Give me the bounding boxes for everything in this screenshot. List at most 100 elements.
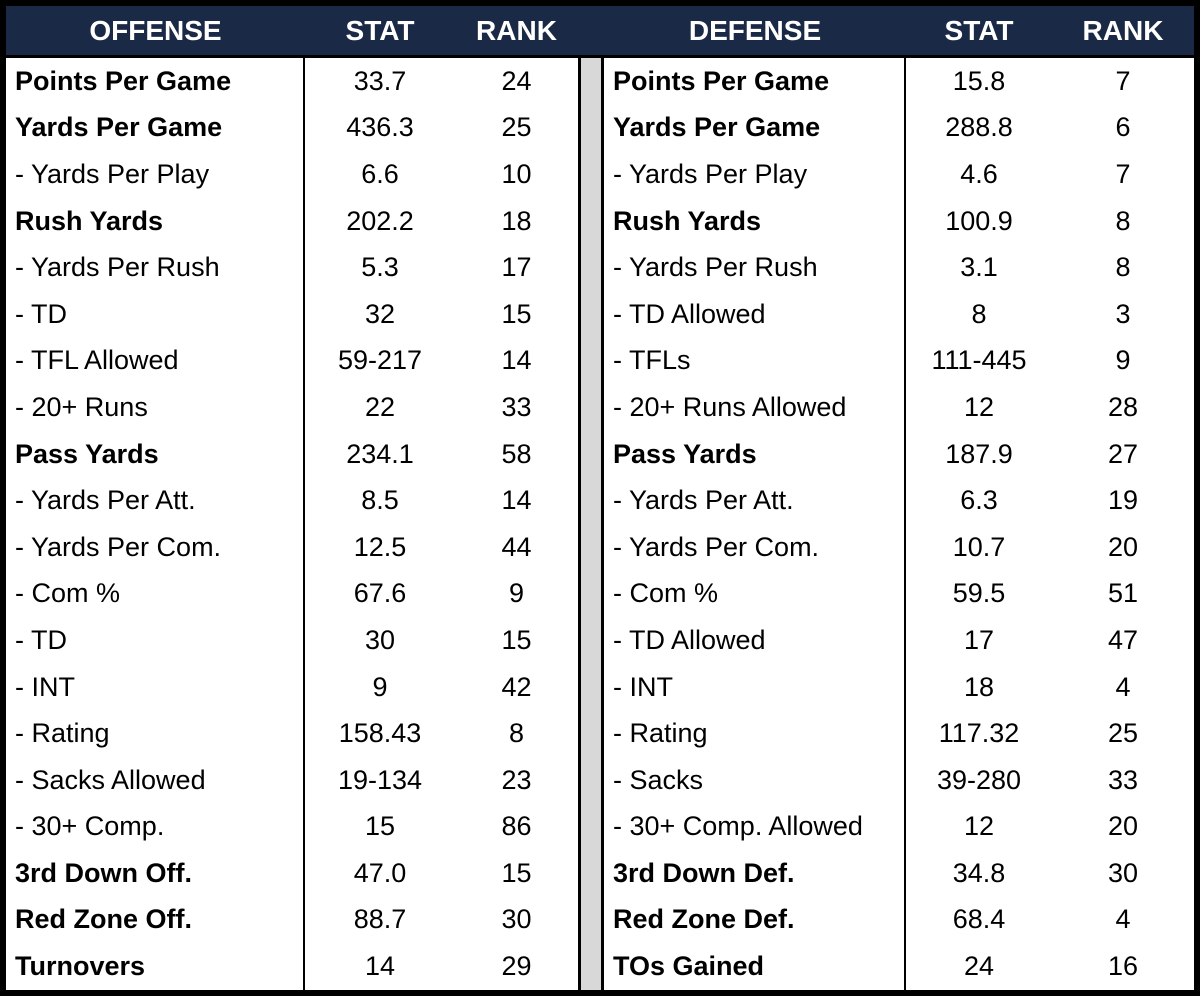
rank-value: 33 (501, 391, 532, 422)
stat-label: - TD (6, 290, 305, 338)
rank-value: 7 (1115, 158, 1131, 189)
stat-value: 59.5 (952, 578, 1006, 609)
stat-value: 187.9 (945, 438, 1013, 469)
stat-value: 22 (364, 391, 396, 422)
rank-value: 51 (1107, 578, 1139, 609)
stat-label: - Yards Per Rush (6, 244, 305, 291)
stat-label: 3rd Down Def. (604, 850, 906, 897)
table-row: Yards Per Game 288.8 6 (604, 104, 1194, 152)
table-row: - Yards Per Rush 5.3 17 (6, 244, 578, 291)
stat-label: Red Zone Def. (604, 896, 906, 944)
stat-label: - Com % (604, 570, 906, 618)
rank-value: 4 (1115, 904, 1131, 935)
rank-value: 8 (1115, 252, 1131, 283)
table-row: - INT 9 42 (6, 663, 578, 711)
stat-label: - TD (6, 617, 305, 664)
stat-value: 18 (963, 671, 995, 702)
offense-header-group: OFFENSE STAT RANK (6, 6, 578, 55)
rank-value: 8 (508, 718, 525, 749)
stat-label: - 20+ Runs (6, 384, 305, 431)
rank-value: 47 (1107, 624, 1139, 655)
rank-value: 24 (501, 65, 532, 96)
table-row: - Yards Per Rush 3.1 8 (604, 244, 1194, 291)
stat-label: Yards Per Game (604, 104, 906, 152)
defense-header-group: DEFENSE STAT RANK (604, 6, 1194, 55)
rank-value: 42 (501, 671, 532, 702)
stat-label: - Rating (604, 710, 906, 757)
stat-label: - Com % (6, 570, 305, 618)
stat-label: Points Per Game (604, 58, 906, 105)
stat-label: - TFL Allowed (6, 337, 305, 385)
rank-value: 29 (501, 951, 532, 982)
defense-rank-column-header: RANK (1082, 14, 1164, 46)
stat-value: 158.43 (338, 718, 422, 749)
defense-column-header: DEFENSE (688, 14, 822, 46)
stat-label: - 30+ Comp. Allowed (604, 803, 906, 851)
table-row: Rush Yards 100.9 8 (604, 197, 1194, 245)
stat-label: Points Per Game (6, 58, 305, 105)
table-header: OFFENSE STAT RANK DEFENSE STAT RANK (6, 6, 1194, 58)
rank-value: 20 (1107, 811, 1139, 842)
table-row: - Yards Per Play 4.6 7 (604, 151, 1194, 198)
stat-value: 19-134 (337, 764, 423, 795)
stat-value: 12 (963, 811, 995, 842)
table-row: - Rating 158.43 8 (6, 710, 578, 757)
stat-value: 8.5 (361, 485, 399, 516)
offense-rank-column-header: RANK (476, 14, 557, 46)
stat-value: 15 (364, 811, 396, 842)
stat-label: - Yards Per Att. (604, 477, 906, 524)
rank-value: 20 (1107, 531, 1139, 562)
table-row: - Rating 117.32 25 (604, 710, 1194, 757)
stat-label: - INT (6, 663, 305, 711)
table-row: TOs Gained 24 16 (604, 943, 1194, 990)
rank-value: 7 (1115, 65, 1131, 96)
stat-label: - Sacks Allowed (6, 756, 305, 804)
table-row: - TD 32 15 (6, 290, 578, 338)
rank-value: 44 (501, 531, 532, 562)
offense-stat-column-header: STAT (345, 14, 415, 46)
rank-value: 9 (1115, 345, 1131, 376)
table-row: - 30+ Comp. 15 86 (6, 803, 578, 851)
table-body: Points Per Game 33.7 24 Yards Per Game 436.3… (6, 58, 1194, 990)
table-row: - TFLs 111-445 9 (604, 337, 1194, 385)
stat-label: Turnovers (6, 943, 305, 990)
stat-value: 14 (364, 951, 396, 982)
table-row: Turnovers 14 29 (6, 943, 578, 990)
table-row: - 30+ Comp. Allowed 12 20 (604, 803, 1194, 851)
stat-value: 32 (364, 298, 396, 329)
rank-value: 17 (501, 252, 532, 283)
rank-value: 25 (1107, 718, 1139, 749)
stat-value: 8 (971, 298, 987, 329)
rank-value: 27 (1107, 438, 1139, 469)
stat-value: 24 (963, 951, 995, 982)
table-row: - Com % 59.5 51 (604, 570, 1194, 618)
table-row: - Yards Per Att. 6.3 19 (604, 477, 1194, 524)
table-row: Pass Yards 187.9 27 (604, 430, 1194, 478)
stat-value: 15.8 (952, 65, 1006, 96)
defense-stat-column-header: STAT (944, 14, 1014, 46)
table-row: - TD Allowed 8 3 (604, 290, 1194, 338)
stat-label: 3rd Down Off. (6, 850, 305, 897)
table-row: Points Per Game 33.7 24 (6, 58, 578, 105)
table-row: Points Per Game 15.8 7 (604, 58, 1194, 105)
offense-table: Points Per Game 33.7 24 Yards Per Game 436.3… (6, 58, 578, 990)
stat-label: - TD Allowed (604, 290, 906, 338)
stat-label: - TD Allowed (604, 617, 906, 664)
rank-value: 8 (1115, 205, 1131, 236)
rank-value: 86 (501, 811, 532, 842)
table-row: - TD Allowed 17 47 (604, 617, 1194, 664)
rank-value: 28 (1107, 391, 1139, 422)
table-row: - Sacks 39-280 33 (604, 756, 1194, 804)
stat-value: 88.7 (353, 904, 407, 935)
rank-value: 16 (1107, 951, 1139, 982)
stat-value: 202.2 (346, 205, 414, 236)
rank-value: 14 (501, 345, 532, 376)
table-divider (578, 58, 604, 990)
rank-value: 33 (1107, 764, 1139, 795)
rank-value: 25 (501, 112, 532, 143)
rank-value: 15 (501, 624, 532, 655)
table-row: - 20+ Runs Allowed 12 28 (604, 384, 1194, 431)
stat-value: 33.7 (353, 65, 407, 96)
stat-value: 39-280 (936, 764, 1022, 795)
